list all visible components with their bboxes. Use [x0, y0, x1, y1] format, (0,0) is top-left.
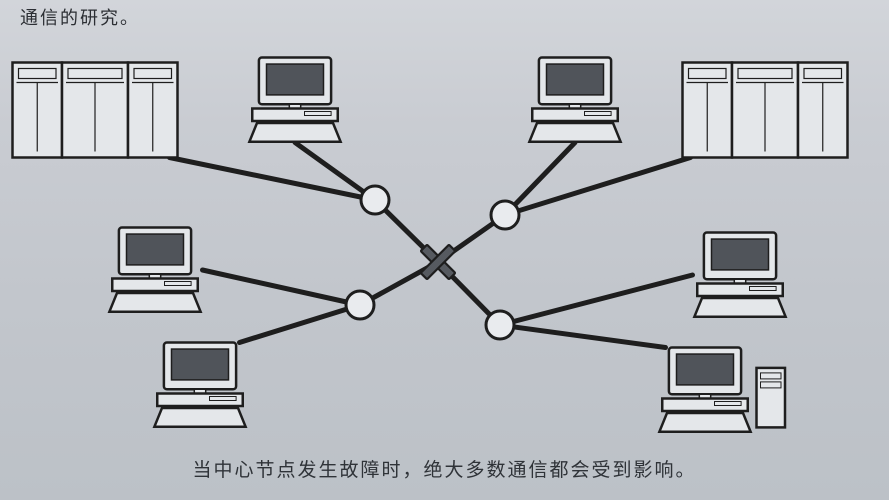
edge — [500, 275, 693, 325]
computer-icon — [109, 228, 200, 312]
router-node — [491, 201, 519, 229]
computer-icon — [154, 343, 245, 427]
server-icon — [13, 63, 178, 158]
edges — [170, 143, 693, 348]
computer-icon — [659, 348, 785, 432]
network-diagram — [0, 0, 889, 500]
edge — [240, 305, 361, 343]
router-node — [361, 186, 389, 214]
server-icon — [683, 63, 848, 158]
computer-icon — [249, 58, 340, 142]
edge — [203, 270, 361, 305]
edge — [500, 325, 666, 348]
computer-icon — [694, 233, 785, 317]
router-node — [486, 311, 514, 339]
center-fault-icon — [421, 245, 456, 280]
diagram-page: { "type": "network", "canvas": { "width"… — [0, 0, 889, 500]
router-node — [346, 291, 374, 319]
computer-icon — [529, 58, 620, 142]
